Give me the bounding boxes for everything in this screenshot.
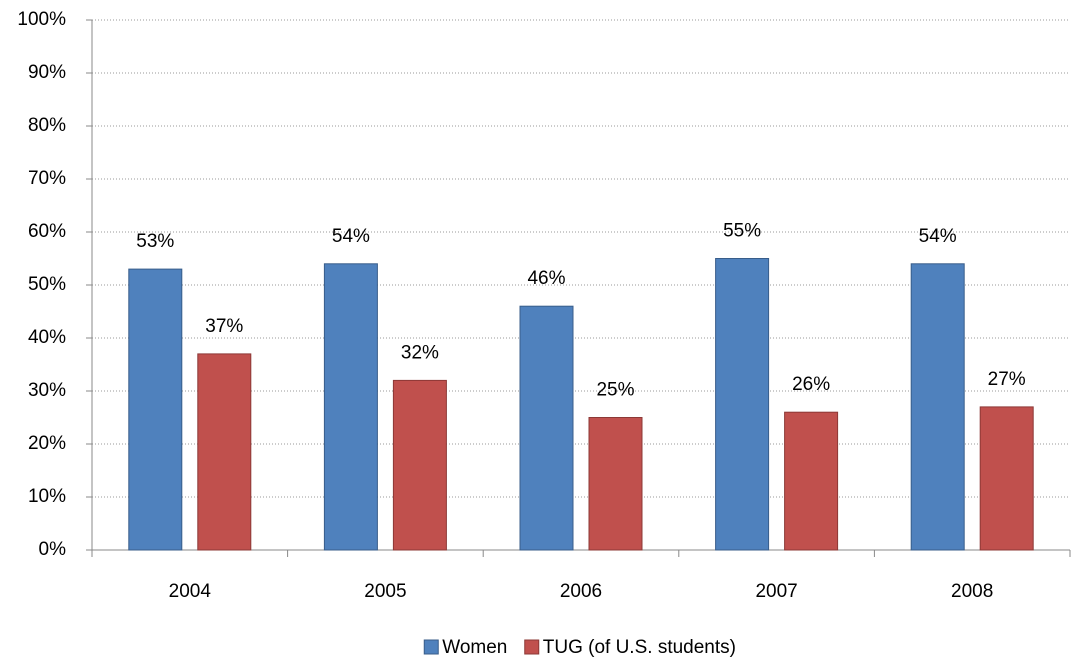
y-tick-label: 20%: [28, 433, 66, 454]
value-label: 27%: [988, 369, 1026, 390]
bar: [392, 379, 447, 551]
legend-label: Women: [442, 637, 507, 658]
y-tick-label: 60%: [28, 221, 66, 242]
bar: [128, 268, 183, 551]
y-tick-label: 0%: [39, 539, 67, 560]
value-label: 54%: [332, 226, 370, 247]
x-tick-label: 2005: [364, 581, 406, 602]
y-tick-label: 90%: [28, 62, 66, 83]
x-tick-label: 2008: [951, 581, 993, 602]
bar: [197, 353, 252, 551]
legend-label: TUG (of U.S. students): [543, 637, 736, 658]
bar: [715, 258, 770, 551]
y-tick-label: 30%: [28, 380, 66, 401]
bar: [323, 263, 378, 551]
value-label: 32%: [401, 342, 439, 363]
value-label: 37%: [205, 316, 243, 337]
bar: [784, 411, 839, 551]
y-tick-label: 80%: [28, 115, 66, 136]
legend-swatch: [423, 639, 439, 655]
value-label: 26%: [792, 374, 830, 395]
y-tick-label: 70%: [28, 168, 66, 189]
value-label: 55%: [723, 221, 761, 242]
y-tick-label: 50%: [28, 274, 66, 295]
y-tick-label: 10%: [28, 486, 66, 507]
x-tick-label: 2004: [169, 581, 212, 602]
y-tick-label: 40%: [28, 327, 66, 348]
bar: [519, 305, 574, 551]
y-tick-label: 100%: [17, 9, 66, 30]
value-label: 25%: [596, 380, 634, 401]
value-label: 53%: [136, 231, 174, 252]
x-tick-label: 2006: [560, 581, 602, 602]
bar: [588, 417, 643, 551]
value-label: 54%: [919, 226, 957, 247]
legend-swatch: [524, 639, 540, 655]
x-tick-label: 2007: [755, 581, 797, 602]
bar: [979, 406, 1034, 551]
value-label: 46%: [527, 268, 565, 289]
bar: [910, 263, 965, 551]
